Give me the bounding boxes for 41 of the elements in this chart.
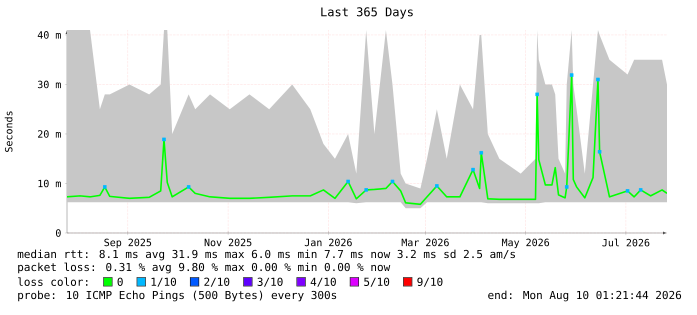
y-tick-label: 40 m	[38, 31, 61, 39]
point	[471, 168, 475, 172]
legend-label: 2/10	[204, 278, 230, 287]
legend-label: 4/10	[310, 278, 336, 287]
legend-label: 3/10	[258, 278, 283, 287]
point	[364, 188, 368, 192]
legend-title: loss color:	[18, 277, 88, 286]
point	[103, 185, 107, 189]
x-tick-label: May 2026	[502, 238, 550, 248]
y-tick-label: 0	[56, 229, 61, 237]
point	[564, 185, 569, 189]
point	[479, 150, 484, 155]
point	[626, 189, 630, 193]
text: probe: 10 ICMP Echo Pings (500 Bytes) every 300s	[18, 290, 336, 302]
x-tick-label: Sep 2025	[104, 238, 152, 248]
point	[570, 73, 574, 77]
legend-label: 1/10	[152, 278, 176, 287]
point	[598, 150, 602, 154]
y-tick-label: 10 m	[38, 180, 61, 188]
x-tick-label: Jan 2026	[304, 238, 352, 246]
point	[162, 138, 166, 142]
x-tick-label: Mar 2026	[402, 238, 449, 246]
point	[638, 188, 642, 192]
y-tick-label: 30 m	[38, 80, 61, 88]
point	[346, 180, 350, 184]
text: median rtt: 8.1 ms avg 31.9 ms max 6.0 ms min 7.7 ms now 3.2 ms sd 2.5 am/s	[18, 250, 515, 260]
point	[535, 92, 539, 96]
point	[390, 180, 394, 184]
x-tick-label: Nov 2025	[204, 238, 252, 246]
x-tick-label: Jul 2026	[602, 238, 650, 246]
legend-label: 0	[118, 278, 123, 286]
point	[596, 78, 600, 82]
point	[435, 184, 439, 188]
chart-title: Last 365 Days	[321, 7, 413, 19]
point	[186, 185, 190, 189]
legend-label: 5/10	[364, 278, 390, 287]
y-tick-label: 20 m	[38, 130, 61, 138]
text: packet loss: 0.31 % avg 9.80 % max 0.00 % min 0.00 % now	[18, 262, 390, 274]
y-axis-title: Seconds	[4, 111, 12, 152]
text: end: Mon Aug 10 01:21:44 2026	[488, 290, 682, 302]
legend-label: 9/10	[417, 278, 442, 287]
